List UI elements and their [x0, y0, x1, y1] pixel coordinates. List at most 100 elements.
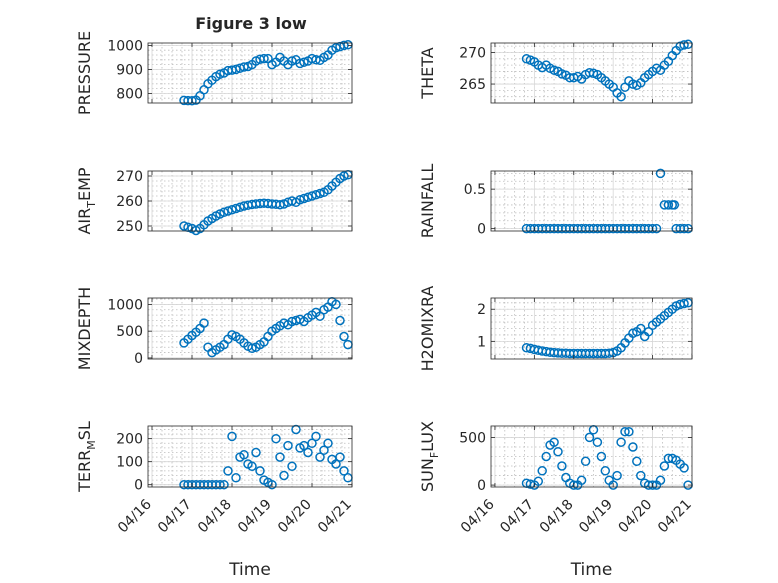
y-axis-label: THETA [418, 47, 437, 99]
data-point [199, 318, 209, 328]
axes-box [147, 425, 353, 488]
data-point [596, 451, 607, 462]
data-point [187, 96, 197, 106]
x-tick-label: 04/19 [576, 497, 616, 537]
data-point [576, 475, 587, 486]
data-point [271, 433, 281, 444]
y-axis-label: PRESSURE [75, 31, 94, 115]
figure-title: Figure 3 low [195, 14, 307, 33]
data-point [335, 452, 345, 462]
x-axis-label: Time [228, 560, 271, 580]
data-point [655, 168, 666, 179]
data-point [287, 461, 297, 472]
data-point [679, 40, 689, 50]
axes-box [147, 297, 353, 360]
data-point [259, 53, 269, 64]
data-point [620, 426, 630, 437]
y-tick-label: 200 [116, 432, 143, 448]
data-point [339, 466, 349, 476]
data-point [679, 298, 689, 309]
y-tick-label: 1 [477, 334, 486, 350]
x-tick-label: 04/16 [458, 496, 498, 536]
y-tick-label: 1000 [107, 38, 143, 54]
x-tick-label: 04/18 [195, 497, 235, 537]
y-tick-label: 0 [134, 478, 143, 494]
y-tick-label: 250 [116, 219, 143, 235]
data-point [315, 188, 325, 199]
y-tick-label: 0 [134, 351, 143, 367]
data-point [647, 223, 658, 234]
data-point [219, 479, 229, 490]
data-point [549, 437, 559, 447]
data-point [659, 461, 670, 471]
y-axis-label: SUNFLUX [418, 421, 441, 492]
data-point [291, 424, 301, 435]
data-point [561, 472, 571, 483]
data-point [267, 479, 277, 490]
y-tick-label: 100 [116, 455, 143, 471]
data-point [608, 480, 618, 490]
subplot-6: 1 2 H2OMIXRA [418, 286, 693, 371]
data-point [283, 440, 293, 451]
x-tick-label: 04/18 [537, 497, 577, 537]
data-point [255, 466, 265, 476]
x-axis-label: Time [570, 560, 613, 580]
y-tick-label: 0 [477, 478, 486, 494]
subplot-3: 250 260 270 AIRTEMP [75, 167, 353, 236]
subplot-7: 0 100 200 TERRMSL 04/16 04/17 04/18 04/19 04/20 0… [75, 421, 355, 580]
data-point [541, 451, 551, 462]
subplot-1: 800 900 1000 PRESSURE [75, 31, 353, 115]
data-point [612, 470, 622, 481]
data-point [632, 456, 642, 467]
data-point [537, 466, 547, 476]
data-point [533, 476, 544, 487]
data-point [315, 452, 325, 462]
data-point [247, 343, 257, 354]
axes-box [490, 297, 693, 360]
data-point [557, 69, 567, 79]
data-point [647, 480, 658, 490]
y-axis-label: MIXDEPTH [75, 287, 94, 370]
data-point [215, 69, 225, 79]
data-point [239, 450, 249, 460]
data-point [307, 438, 317, 449]
data-point [569, 480, 579, 490]
data-point [592, 437, 603, 447]
x-tick-label: 04/19 [235, 497, 275, 537]
data-point [251, 447, 261, 458]
y-tick-label: 0 [477, 222, 486, 238]
data-point [600, 466, 611, 476]
x-tick-label: 04/17 [155, 497, 195, 537]
subplot-2: 265 270 THETA [418, 39, 693, 104]
axes-box [490, 425, 693, 488]
subplot-8: 0 500 SUNFLUX 04/16 04/17 04/18 04/19 04/20 04/2… [418, 421, 695, 580]
data-point [335, 315, 345, 326]
y-tick-label: 0.5 [464, 182, 486, 198]
y-axis-label: RAINFALL [418, 164, 437, 239]
y-axis-label: TERRMSL [75, 421, 98, 493]
data-point [616, 437, 626, 447]
subplot-4: 0 0.5 RAINFALL [418, 164, 693, 239]
y-tick-label: 800 [116, 86, 143, 102]
data-point [557, 461, 567, 471]
data-point [669, 200, 680, 210]
data-point [323, 438, 333, 449]
y-tick-label: 1000 [107, 297, 143, 313]
data-point [275, 452, 285, 462]
data-point [231, 473, 241, 483]
data-point [339, 331, 349, 342]
y-axis-label: AIRTEMP [75, 167, 98, 234]
x-tick-label: 04/17 [497, 497, 537, 537]
axes-box [490, 42, 693, 104]
x-tick-label: 04/21 [655, 497, 695, 537]
x-tick-label: 04/21 [315, 497, 355, 537]
data-point [580, 456, 591, 467]
y-tick-label: 265 [459, 77, 486, 93]
y-tick-label: 500 [116, 324, 143, 340]
x-tick-label: 04/16 [115, 496, 155, 536]
data-point [624, 426, 634, 437]
data-point [343, 473, 353, 483]
data-point [616, 91, 626, 102]
